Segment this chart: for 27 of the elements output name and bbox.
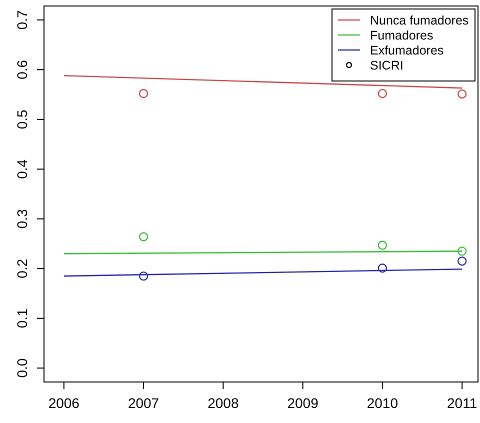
- y-tick-label: 0.0: [14, 358, 30, 378]
- point: [378, 88, 388, 98]
- point: [457, 256, 467, 266]
- point: [457, 246, 467, 256]
- x-tick-label: 2011: [447, 395, 478, 411]
- y-tick-label: 0.2: [14, 258, 30, 278]
- legend-label: Nunca fumadores: [370, 14, 469, 28]
- x-tick-label: 2007: [128, 395, 160, 411]
- legend-label: Exfumadores: [370, 44, 444, 58]
- x-tick-label: 2009: [287, 395, 319, 411]
- point: [138, 88, 148, 98]
- x-tick-label: 2008: [208, 395, 239, 411]
- y-tick-label: 0.4: [14, 159, 30, 179]
- x-tick-label: 2006: [48, 395, 80, 411]
- point: [378, 240, 388, 250]
- point: [138, 232, 148, 242]
- annotation: SICRI: [370, 58, 404, 72]
- point: [378, 264, 388, 273]
- y-tick-label: 0.6: [14, 60, 30, 80]
- y-tick-label: 0.3: [14, 208, 30, 229]
- x-tick-label: 2010: [366, 395, 398, 411]
- legend-label: Fumadores: [370, 28, 434, 42]
- point: [457, 89, 467, 99]
- point: [138, 271, 148, 281]
- y-tick-label: 0.7: [14, 10, 30, 30]
- y-tick-label: 0.5: [14, 109, 30, 130]
- y-tick-label: 0.1: [14, 308, 30, 328]
